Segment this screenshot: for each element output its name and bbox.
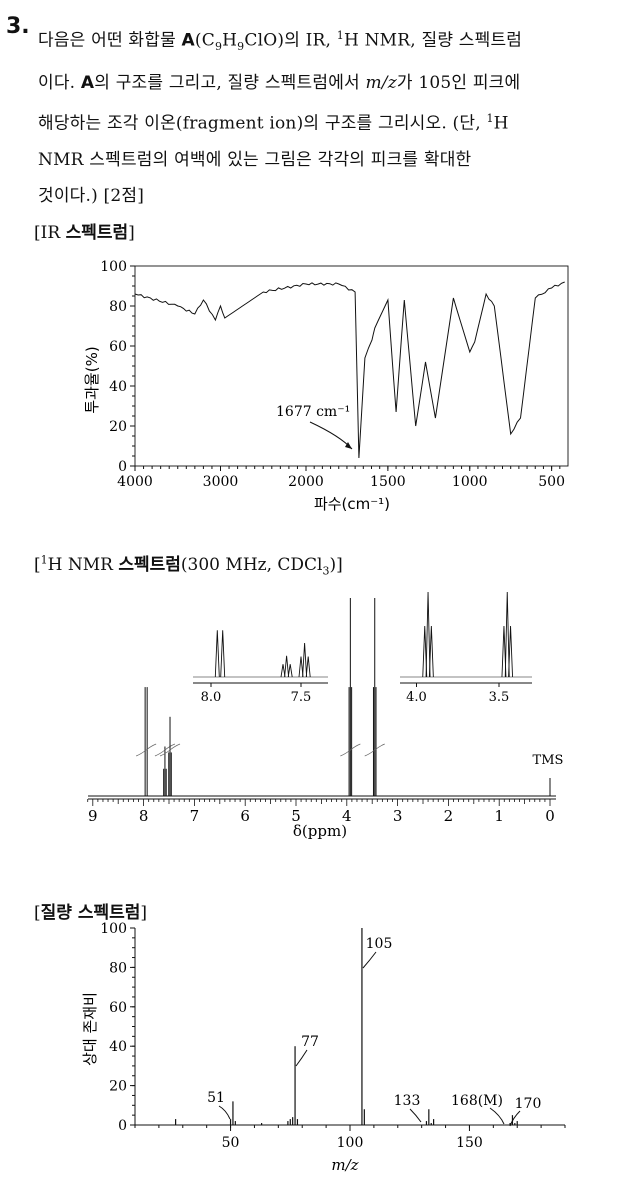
nmr-inset-aromatic-peak	[214, 630, 220, 678]
ir-y-tick-label: 20	[109, 419, 127, 435]
question-line-4: NMR 스펙트럼의 여백에 있는 그림은 각각의 피크를 확대한	[38, 149, 472, 170]
nmr-x-tick-label: 8	[139, 807, 149, 825]
ms-section-title: [질량 스펙트럼]	[34, 903, 148, 923]
nmr-inset-aromatic-tick-label: 7.5	[291, 690, 312, 705]
nmr-x-tick-label: 6	[240, 807, 250, 825]
nmr-inset-aromatic-peak	[287, 664, 293, 678]
question-text: 다음은 어떤 화합물 A(C9H9ClO)의 IR, 1H NMR, 질량 스펙…	[38, 18, 628, 214]
nmr-x-tick-label: 9	[88, 807, 98, 825]
question-number: 3.	[6, 14, 30, 39]
ir-y-tick-label: 60	[109, 339, 127, 355]
nmr-x-tick-label: 7	[190, 807, 200, 825]
ir-chart: 0 20 40 60 80 100 4000 3000 2000 1500 1000 500 투과율(…	[83, 259, 569, 513]
ms-y-tick-label: 60	[109, 1000, 127, 1016]
nmr-x-tick-label: 3	[393, 807, 403, 825]
nmr-chart: 9 8 7 6 5 4 3 2 1 0 8.0 7.5 4.0 3.5 TMS δ(ppm)	[87, 591, 564, 840]
question-line-3: 해당하는 조각 이온(fragment ion)의 구조를 그리시오. (단, …	[38, 112, 509, 134]
nmr-x-tick-label: 1	[494, 807, 504, 825]
ir-y-tick-label: 100	[100, 259, 127, 275]
nmr-inset-aromatic-peak	[284, 655, 290, 678]
ir-y-tick-label: 80	[109, 299, 127, 315]
ir-x-tick-label: 2000	[288, 474, 324, 490]
nmr-section-title: [1H NMR 스펙트럼(300 MHz, CDCl3)]	[34, 553, 343, 578]
ms-arrow-105	[362, 951, 377, 969]
ir-peak-annotation: 1677 cm⁻¹	[276, 404, 350, 420]
ms-label-51: 51	[207, 1090, 225, 1106]
nmr-tms-label: TMS	[533, 753, 564, 768]
ir-x-tick-label: 4000	[117, 474, 153, 490]
ms-arrow-77	[295, 1049, 308, 1067]
ir-x-tick-label: 1000	[452, 474, 488, 490]
ir-annotation-arrow	[309, 421, 353, 450]
ir-x-axis-label: 파수(cm⁻¹)	[314, 495, 390, 513]
nmr-inset-aliphatic-peak	[504, 591, 510, 678]
nmr-integration-curve	[340, 743, 361, 757]
ms-label-105: 105	[366, 936, 393, 952]
ir-annotation-arrowhead	[345, 442, 352, 449]
nmr-inset-aliphatic-peak	[501, 625, 507, 678]
ir-x-tick-label: 3000	[203, 474, 239, 490]
ir-y-axis-label: 투과율(%)	[83, 346, 101, 413]
ms-label-168: 168(M)	[451, 1093, 503, 1109]
nmr-integration-curve	[364, 743, 385, 757]
nmr-inset-aliphatic-tick-label: 3.5	[489, 690, 510, 705]
question-line-2: 이다. A의 구조를 그리고, 질량 스펙트럼에서 m/z가 105인 피크에	[38, 73, 521, 94]
ms-y-axis-label: 상대 존재비	[81, 992, 99, 1066]
nmr-inset-aliphatic-peak	[425, 591, 431, 678]
nmr-integration-curve	[159, 743, 181, 757]
nmr-inset-aromatic-peak	[220, 630, 226, 678]
ms-arrow-51	[218, 1105, 231, 1120]
ir-spectrum-line	[134, 281, 565, 459]
nmr-x-axis-label: δ(ppm)	[293, 822, 347, 840]
nmr-inset-aliphatic-peak	[422, 625, 428, 678]
ms-arrow-170	[509, 1110, 521, 1127]
ms-x-axis-label: m/z	[331, 1156, 358, 1174]
ms-x-tick-label: 150	[456, 1135, 483, 1151]
question-line-1: 다음은 어떤 화합물 A(C9H9ClO)의 IR, 1H NMR, 질량 스펙…	[38, 29, 523, 54]
nmr-x-tick-label: 0	[545, 807, 555, 825]
ms-x-tick-label: 100	[337, 1135, 364, 1151]
ms-y-tick-label: 80	[109, 960, 127, 976]
ir-x-tick-label: 500	[538, 474, 565, 490]
nmr-inset-aromatic-tick-label: 8.0	[201, 690, 222, 705]
nmr-inset-aliphatic-tick-label: 4.0	[406, 690, 427, 705]
ms-y-tick-label: 0	[118, 1118, 127, 1134]
ms-arrow-133	[409, 1108, 422, 1123]
ms-y-tick-label: 100	[100, 921, 127, 937]
ms-y-tick-label: 40	[109, 1039, 127, 1055]
nmr-integration-curve	[154, 743, 176, 757]
ms-arrow-168	[489, 1107, 505, 1125]
nmr-x-tick-label: 2	[444, 807, 454, 825]
nmr-inset-aromatic-peak	[305, 656, 311, 678]
ms-label-133: 133	[394, 1093, 421, 1109]
question-line-5: 것이다.) [2점]	[38, 185, 145, 206]
nmr-x-tick-label: 5	[291, 807, 301, 825]
ir-section-title: [IR 스펙트럼]	[34, 223, 135, 243]
ms-label-170: 170	[515, 1096, 542, 1112]
ir-y-tick-label: 40	[109, 379, 127, 395]
ms-x-tick-label: 50	[222, 1135, 240, 1151]
nmr-inset-aromatic-peak	[280, 664, 286, 678]
ir-y-tick-label: 0	[118, 459, 127, 475]
ms-y-tick-label: 20	[109, 1079, 127, 1095]
nmr-x-tick-label: 4	[342, 807, 352, 825]
ir-x-tick-label: 1500	[370, 474, 406, 490]
ir-plot-frame	[134, 265, 569, 467]
nmr-integration-curve	[136, 743, 157, 757]
nmr-inset-aromatic-peak	[298, 656, 304, 678]
nmr-inset-aromatic-peak	[302, 642, 308, 678]
ms-chart: 0 20 40 60 80 100 50 100 150 상대 존재비 m/z 51 77 10…	[81, 921, 566, 1174]
ms-label-77: 77	[301, 1034, 319, 1050]
